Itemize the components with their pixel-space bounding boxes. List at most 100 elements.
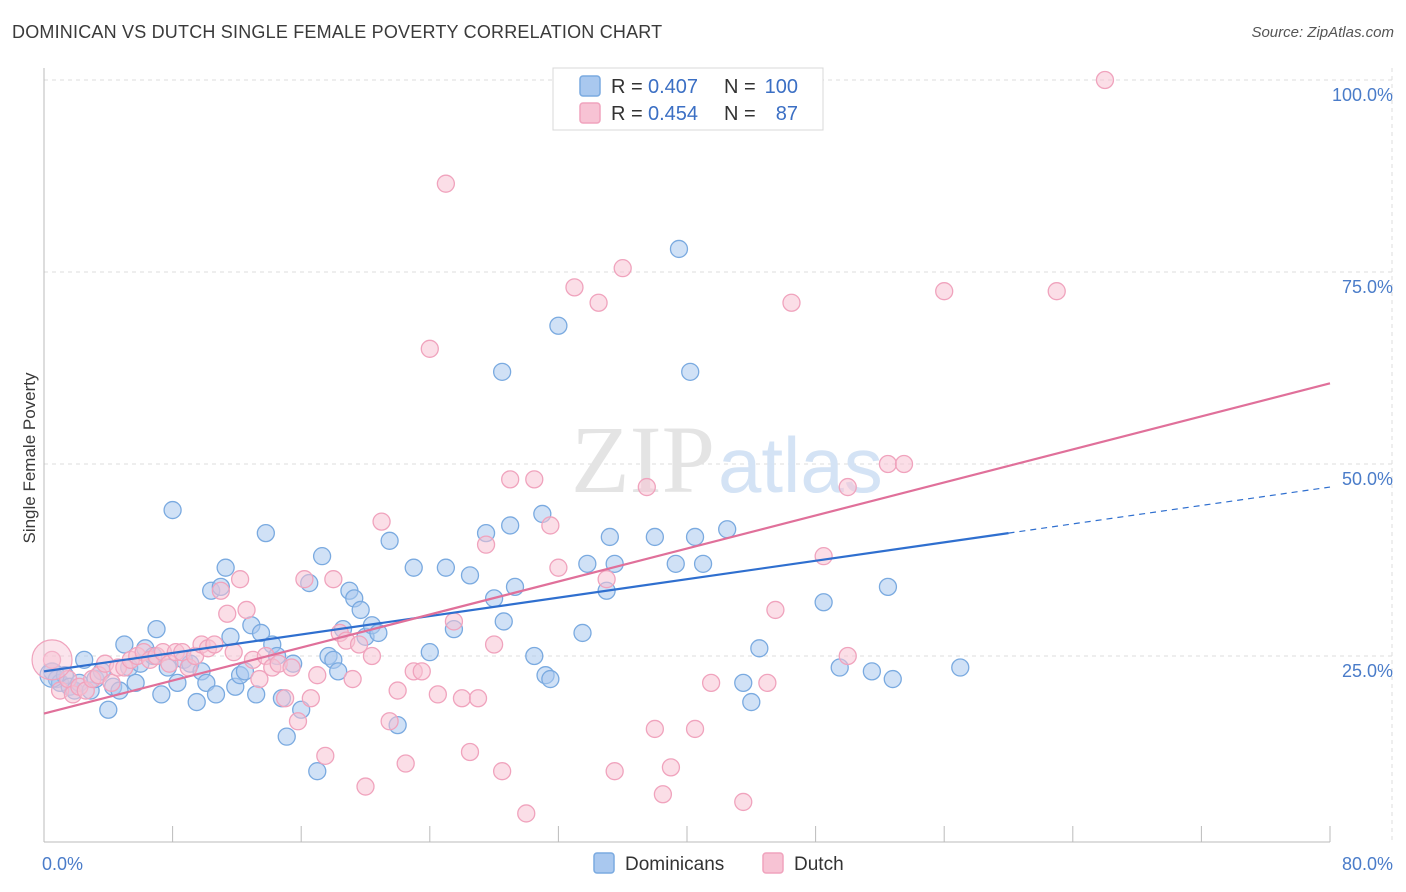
dutch-point-65	[492, 762, 512, 781]
dominicans-point-76	[541, 669, 560, 689]
dominicans-point-39	[247, 685, 266, 704]
dutch-point-55	[412, 662, 431, 681]
legend-swatch-dominicans	[579, 75, 601, 97]
y-tick-label-0: 25.0%	[1342, 661, 1393, 681]
dominicans-point-81	[600, 527, 619, 547]
legend-r-value-dominicans: 0.407	[648, 76, 698, 98]
dutch-point-91	[1047, 282, 1066, 301]
dominicans-point-92	[750, 639, 769, 658]
dutch-point-50	[372, 512, 391, 531]
legend-n-value-dutch: 87	[776, 103, 798, 125]
dutch-point-56	[420, 339, 439, 358]
trend-lines	[43, 382, 1331, 715]
dutch-point-61	[460, 742, 480, 762]
dominicans-point-27	[187, 692, 206, 712]
dutch-point-69	[541, 516, 560, 535]
dominicans-point-95	[862, 662, 882, 681]
dominicans-point-67	[460, 566, 480, 585]
dutch-point-88	[878, 454, 898, 474]
dominicans-point-33	[216, 558, 235, 577]
legend-n-label-dominicans: N =	[724, 76, 756, 98]
dutch-point-76	[637, 477, 656, 497]
dominicans-point-65	[436, 558, 456, 577]
dominicans-point-98	[951, 658, 970, 677]
dominicans-point-85	[669, 239, 689, 259]
dominicans-trend-extension	[1008, 486, 1331, 534]
dutch-point-93	[838, 477, 857, 497]
dominicans-point-70	[492, 362, 512, 381]
dominicans-point-14	[115, 635, 134, 654]
dutch-trend-line	[43, 382, 1331, 715]
bottom-legend-label-dominicans: Dominicans	[625, 854, 724, 875]
y-tick-label-3: 100.0%	[1332, 85, 1393, 105]
legend-r-label-dominicans: R =	[611, 76, 643, 98]
dutch-point-67	[517, 804, 536, 823]
dutch-point-9	[102, 673, 121, 693]
dominicans-point-83	[645, 527, 664, 547]
dutch-point-26	[211, 581, 230, 600]
dominicans-point-86	[681, 362, 700, 381]
dutch-point-37	[282, 658, 301, 677]
dutch-point-28	[224, 643, 243, 662]
dominicans-trend-line	[43, 532, 1009, 673]
legend-n-label-dutch: N =	[724, 103, 756, 125]
dutch-point-29	[230, 570, 250, 589]
dominicans-point-89	[718, 520, 737, 539]
chart-source: Source: ZipAtlas.com	[1251, 24, 1394, 41]
dominicans-point-16	[126, 673, 145, 693]
dominicans-point-31	[206, 685, 226, 704]
dominicans-point-96	[878, 577, 898, 597]
dutch-point-72	[589, 293, 608, 312]
dutch-point-25	[205, 635, 224, 654]
legend-n-value-dominicans: 100	[765, 76, 798, 98]
grid-lines	[44, 68, 1393, 840]
dutch-point-64	[484, 635, 504, 654]
dutch-point-48	[356, 777, 375, 796]
dominicans-point-90	[734, 673, 753, 693]
dominicans-point-99	[494, 612, 513, 631]
dutch-point-79	[661, 758, 681, 777]
dutch-point-62	[468, 689, 488, 708]
dutch-point-52	[388, 681, 407, 700]
dominicans-point-20	[147, 619, 166, 639]
x-tick-labels: 0.0% 80.0%	[42, 854, 1393, 874]
dutch-point-43	[324, 570, 343, 589]
dutch-point-30	[237, 600, 256, 620]
dutch-point-68	[525, 470, 544, 489]
dutch-point-71	[565, 278, 584, 297]
dominicans-point-50	[312, 547, 332, 566]
dominicans-point-78	[573, 623, 592, 643]
dutch-point-83	[758, 673, 777, 693]
dutch-point-78	[653, 785, 673, 804]
legend-r-label-dutch: R =	[611, 103, 643, 125]
legend-r-value-dutch: 0.454	[648, 103, 698, 125]
dutch-point-41	[308, 666, 327, 685]
dominicans-point-88	[693, 554, 713, 573]
dominicans-point-61	[380, 531, 399, 550]
dominicans-point-91	[742, 692, 761, 712]
dutch-point-80	[685, 719, 705, 739]
dominicans-point-23	[163, 500, 182, 520]
x-tick-label-max: 80.0%	[1342, 854, 1393, 874]
dutch-point-58	[436, 174, 456, 193]
y-axis-title: Single Female Poverty	[20, 372, 39, 544]
dutch-point-66	[501, 470, 520, 489]
dutch-point-57	[428, 685, 447, 704]
dutch-point-27	[218, 604, 237, 623]
watermark: ZIP atlas	[571, 406, 883, 513]
dominicans-point-84	[666, 554, 685, 573]
dominicans-point-63	[404, 558, 423, 577]
dominicans-point-49	[308, 762, 327, 781]
dominicans-point-82	[605, 554, 624, 573]
dominicans-point-57	[351, 600, 370, 620]
bottom-legend-swatch-dominicans	[593, 852, 615, 874]
legend: R = 0.407 N = 100 R = 0.454 N = 87	[552, 67, 824, 131]
x-tick-label-min: 0.0%	[42, 854, 83, 874]
dutch-point-49	[362, 646, 382, 666]
bottom-legend-label-dutch: Dutch	[794, 854, 844, 875]
dominicans-point-87	[685, 527, 705, 547]
dominicans-point-71	[501, 516, 520, 535]
dutch-point-39	[295, 570, 314, 589]
bottom-legend: Dominicans Dutch	[593, 852, 844, 875]
